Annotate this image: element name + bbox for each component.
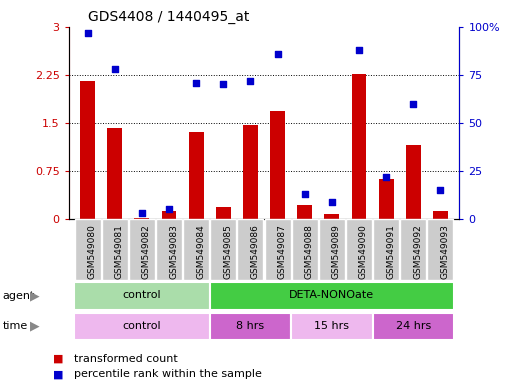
Text: GSM549091: GSM549091 (386, 224, 395, 279)
Bar (102, 219, 128, 280)
Bar (324, 214, 340, 219)
Point (192, 79, 201, 86)
Text: GSM549090: GSM549090 (359, 224, 368, 279)
Bar (433, 210, 448, 219)
Bar (379, 179, 393, 219)
Point (436, 187, 445, 193)
Point (355, 47, 363, 53)
Point (409, 101, 418, 107)
Bar (210, 219, 237, 280)
Bar (406, 145, 421, 219)
Text: control: control (122, 290, 161, 300)
Text: GSM549092: GSM549092 (413, 224, 422, 278)
Bar (210, 282, 454, 310)
Bar (265, 219, 290, 280)
Bar (291, 313, 373, 340)
Point (274, 51, 282, 57)
Text: agent: agent (3, 291, 35, 301)
Bar (135, 218, 149, 219)
Point (327, 199, 336, 205)
Bar (129, 219, 155, 280)
Bar (243, 125, 258, 219)
Text: GSM549085: GSM549085 (223, 224, 232, 279)
Bar (373, 219, 399, 280)
Point (110, 66, 119, 72)
Bar (346, 219, 372, 280)
Bar (216, 207, 231, 219)
Point (246, 78, 254, 84)
Bar (373, 313, 454, 340)
Bar (210, 313, 291, 340)
Text: GSM549088: GSM549088 (305, 224, 314, 279)
Text: time: time (3, 321, 28, 331)
Text: GSM549082: GSM549082 (142, 224, 151, 278)
Bar (297, 205, 312, 219)
Point (219, 81, 228, 88)
Bar (352, 74, 366, 219)
Text: GSM549089: GSM549089 (332, 224, 341, 279)
Bar (107, 128, 122, 219)
Bar (183, 219, 209, 280)
Text: 15 hrs: 15 hrs (314, 321, 350, 331)
Bar (400, 219, 426, 280)
Bar (80, 81, 95, 219)
Text: GSM549087: GSM549087 (278, 224, 287, 279)
Text: GSM549093: GSM549093 (440, 224, 449, 279)
Bar (319, 219, 345, 280)
Text: transformed count: transformed count (74, 354, 177, 364)
Point (382, 174, 390, 180)
Text: ■: ■ (53, 369, 63, 379)
Bar (162, 211, 176, 219)
Bar (427, 219, 454, 280)
Point (165, 206, 173, 212)
Bar (291, 219, 318, 280)
Bar (74, 313, 210, 340)
Text: GSM549086: GSM549086 (250, 224, 259, 279)
Text: GSM549084: GSM549084 (196, 224, 205, 278)
Text: GSM549083: GSM549083 (169, 224, 178, 279)
Bar (74, 282, 210, 310)
Bar (74, 219, 101, 280)
Text: 8 hrs: 8 hrs (237, 321, 265, 331)
Bar (270, 111, 285, 219)
Bar (156, 219, 182, 280)
Text: ■: ■ (53, 354, 63, 364)
Point (83, 30, 92, 36)
Text: DETA-NONOate: DETA-NONOate (289, 290, 374, 300)
Text: percentile rank within the sample: percentile rank within the sample (74, 369, 262, 379)
Point (300, 191, 309, 197)
Text: GDS4408 / 1440495_at: GDS4408 / 1440495_at (88, 10, 250, 25)
Bar (188, 132, 204, 219)
Text: control: control (122, 321, 161, 331)
Text: GSM549081: GSM549081 (115, 224, 124, 279)
Point (138, 210, 146, 216)
Text: 24 hrs: 24 hrs (395, 321, 431, 331)
Text: ▶: ▶ (30, 289, 40, 302)
Text: GSM549080: GSM549080 (88, 224, 97, 279)
Bar (238, 219, 263, 280)
Text: ▶: ▶ (30, 320, 40, 333)
